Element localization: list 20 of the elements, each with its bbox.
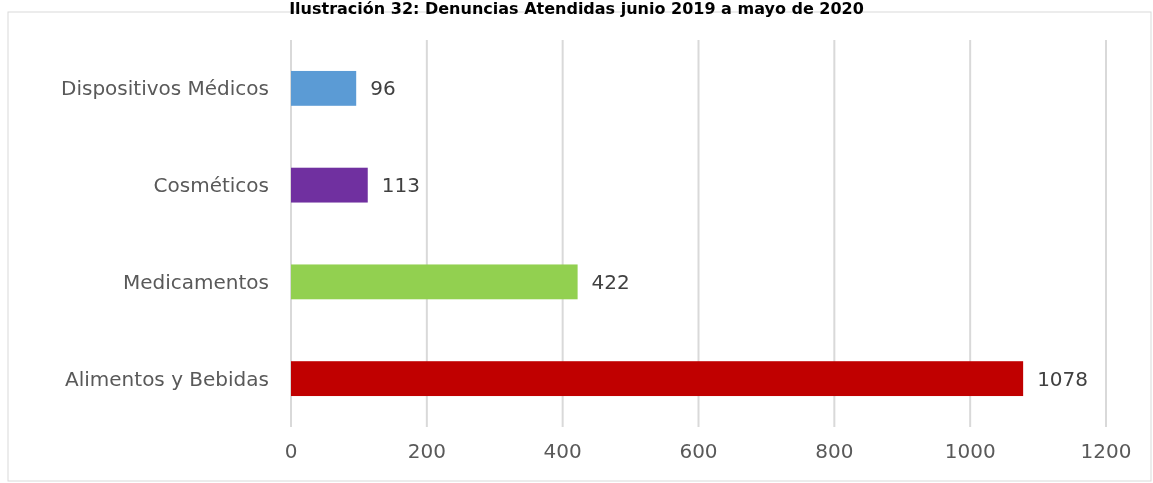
- bar: [291, 70, 357, 106]
- y-tick-label: Dispositivos Médicos: [61, 76, 269, 101]
- bar: [291, 264, 578, 300]
- x-tick-label: 200: [407, 439, 446, 463]
- y-tick-label: Cosméticos: [153, 173, 269, 198]
- data-label: 1078: [1037, 366, 1089, 391]
- x-tick-label: 400: [543, 439, 582, 463]
- x-tick-label: 1000: [944, 439, 996, 463]
- data-label: 422: [591, 269, 630, 294]
- y-tick-label: Alimentos y Bebidas: [65, 366, 269, 391]
- x-tick-label: 800: [815, 439, 854, 463]
- bar: [291, 361, 1024, 397]
- y-tick-label: Medicamentos: [122, 269, 269, 294]
- bar: [291, 167, 368, 203]
- x-tick-label: 0: [284, 439, 298, 463]
- chart-title: Ilustración 32: Denuncias Atendidas junio 2019 a mayo de 2020: [289, 0, 864, 18]
- data-label: 113: [381, 173, 420, 198]
- x-tick-label: 600: [679, 439, 718, 463]
- data-label: 96: [370, 76, 396, 101]
- x-tick-label: 1200: [1080, 439, 1132, 463]
